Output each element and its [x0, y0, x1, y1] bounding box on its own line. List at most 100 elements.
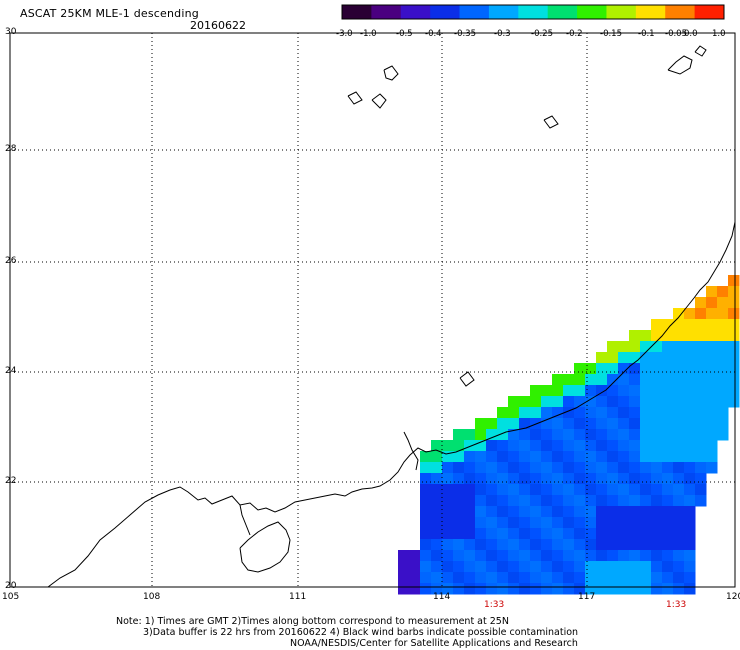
data-cell [541, 429, 553, 441]
data-cell [475, 440, 487, 452]
data-cell [629, 517, 641, 529]
data-cell [541, 550, 553, 562]
note-line-2: 3)Data buffer is 22 hrs from 20160622 4)… [143, 627, 579, 638]
data-cell [508, 506, 520, 518]
data-cell [530, 473, 542, 485]
data-cell [453, 506, 465, 518]
colorbar-tick-label: 0.0 [684, 29, 698, 39]
data-cell [607, 583, 619, 595]
latitude-tick-label: 20 [5, 581, 17, 591]
data-cell [563, 473, 575, 485]
data-cell [541, 440, 553, 452]
data-cell [607, 550, 619, 562]
data-cell [519, 396, 531, 408]
data-cell [519, 539, 531, 551]
data-cell [607, 462, 619, 474]
data-cell [574, 561, 586, 573]
data-cell [585, 550, 597, 562]
data-cell [585, 429, 597, 441]
data-cell [574, 429, 586, 441]
data-cell [541, 407, 553, 419]
data-cell [431, 495, 443, 507]
data-cell [398, 583, 410, 595]
data-cell [519, 528, 531, 540]
data-cell [717, 385, 729, 397]
data-cell [618, 374, 630, 386]
data-cell [585, 517, 597, 529]
data-cell [574, 462, 586, 474]
data-cell [486, 429, 498, 441]
data-cell [706, 462, 718, 474]
data-cell [585, 396, 597, 408]
data-cell [717, 418, 729, 430]
data-cell [486, 572, 498, 584]
data-cell [431, 484, 443, 496]
data-cell [673, 440, 685, 452]
data-cell [651, 451, 663, 463]
data-cell [585, 440, 597, 452]
data-cell [695, 297, 707, 309]
data-cell [442, 572, 454, 584]
data-cell [409, 572, 421, 584]
data-cell [629, 583, 641, 595]
data-cell [684, 374, 696, 386]
data-cell [530, 407, 542, 419]
data-cell [530, 451, 542, 463]
data-cell [508, 396, 520, 408]
data-cell [618, 539, 630, 551]
data-cell [684, 319, 696, 331]
data-cell [552, 462, 564, 474]
data-cell [673, 363, 685, 375]
data-cell [563, 407, 575, 419]
data-cell [651, 517, 663, 529]
data-cell [629, 330, 641, 342]
data-cell [508, 407, 520, 419]
data-cell [475, 484, 487, 496]
data-cell [629, 363, 641, 375]
data-cell [618, 550, 630, 562]
data-cell [673, 572, 685, 584]
data-cell [574, 550, 586, 562]
data-cell [684, 528, 696, 540]
data-cell [552, 583, 564, 595]
data-cell [486, 550, 498, 562]
pass-time-label: 1:33 [666, 600, 687, 610]
data-cell [508, 462, 520, 474]
data-cell [629, 528, 641, 540]
data-cell [684, 308, 696, 320]
data-cell [486, 561, 498, 573]
data-cell [431, 539, 443, 551]
data-cell [673, 462, 685, 474]
data-cell [530, 495, 542, 507]
colorbar-tick-label: -0.25 [531, 29, 553, 39]
colorbar-tick-label: -0.05 [665, 29, 687, 39]
data-cell [596, 539, 608, 551]
data-cell [563, 484, 575, 496]
data-cell [684, 484, 696, 496]
data-cell [673, 561, 685, 573]
data-cell [552, 396, 564, 408]
data-cell [596, 429, 608, 441]
data-cell [585, 495, 597, 507]
data-cell [497, 561, 509, 573]
data-cell [695, 484, 707, 496]
data-cell [662, 385, 674, 397]
data-cell [508, 418, 520, 430]
data-cell [607, 539, 619, 551]
data-cell [420, 517, 432, 529]
data-cell [607, 572, 619, 584]
data-cell [431, 550, 443, 562]
data-cell [673, 330, 685, 342]
data-cell [552, 561, 564, 573]
data-cell [651, 506, 663, 518]
data-cell [552, 484, 564, 496]
data-cell [607, 363, 619, 375]
data-cell [486, 495, 498, 507]
data-cell [508, 495, 520, 507]
colorbar-swatch [342, 5, 372, 19]
data-cell [662, 539, 674, 551]
data-cell [409, 561, 421, 573]
data-cell [453, 495, 465, 507]
data-cell [629, 495, 641, 507]
data-cell [420, 572, 432, 584]
